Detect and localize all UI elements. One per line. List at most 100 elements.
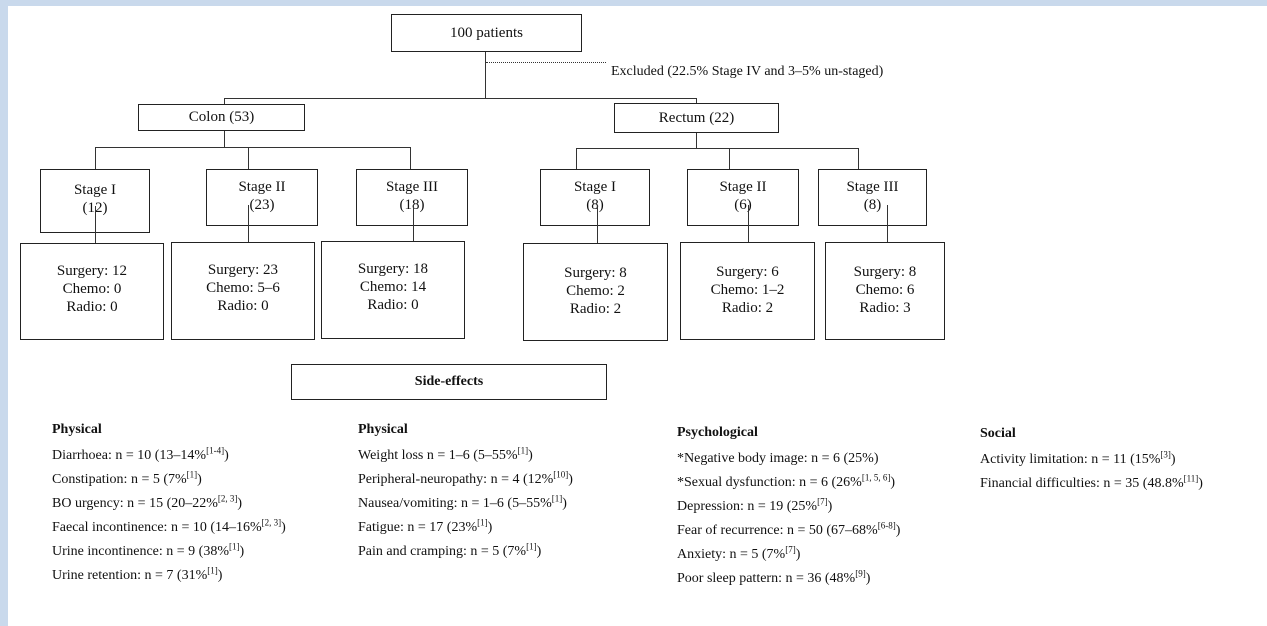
side-effect-item: *Negative body image: n = 6 (25%) bbox=[677, 447, 900, 471]
connector-rectum-stage1 bbox=[576, 148, 577, 169]
side-effect-item: Depression: n = 19 (25%[7]) bbox=[677, 495, 900, 519]
stage-count: (8) bbox=[586, 197, 604, 213]
connector-colon-treat-3 bbox=[413, 205, 414, 241]
side-effect-tail: ) bbox=[487, 520, 493, 535]
node-colon-stage-2: Stage II (23) bbox=[206, 169, 318, 226]
side-effect-tail: ) bbox=[795, 547, 801, 562]
side-effect-tail: ) bbox=[224, 448, 229, 463]
side-effect-text: Financial difficulties: n = 35 (48.8% bbox=[980, 476, 1184, 491]
side-effect-item: Constipation: n = 5 (7%[1]) bbox=[52, 468, 286, 492]
side-effect-reference: [7] bbox=[785, 544, 796, 555]
side-effect-item: Faecal incontinence: n = 10 (14–16%[2, 3… bbox=[52, 516, 286, 540]
connector-rectum-trunk bbox=[696, 133, 697, 148]
stage-count: (23) bbox=[249, 197, 275, 213]
stage-label: Stage III bbox=[846, 179, 899, 195]
node-rectum: Rectum (22) bbox=[614, 103, 779, 133]
side-effect-reference: [11] bbox=[1183, 473, 1199, 484]
connector-colon-stage1 bbox=[95, 147, 96, 169]
node-total-patients: 100 patients bbox=[391, 14, 582, 52]
excluded-note: Excluded (22.5% Stage IV and 3–5% un-sta… bbox=[611, 64, 884, 79]
treatment-chemo: Chemo: 2 bbox=[566, 283, 625, 299]
side-effect-tail: ) bbox=[239, 544, 245, 559]
side-effect-reference: [1] bbox=[517, 445, 529, 456]
treatment-radio: Radio: 0 bbox=[217, 298, 269, 314]
frame-top-border bbox=[0, 0, 1267, 6]
stage-count: (8) bbox=[863, 197, 882, 213]
side-effect-reference: [6-8] bbox=[877, 520, 896, 531]
side-effect-tail: ) bbox=[281, 520, 286, 535]
side-effect-reference: [1-4] bbox=[206, 445, 225, 456]
stage-count: (6) bbox=[734, 197, 752, 213]
side-effect-reference: [3] bbox=[1160, 449, 1171, 460]
treatment-radio: Radio: 0 bbox=[367, 297, 419, 313]
connector-colon-treat-1 bbox=[95, 206, 96, 243]
node-colon-label: Colon (53) bbox=[188, 109, 255, 125]
side-effect-tail: ) bbox=[217, 568, 223, 583]
side-effect-reference: [1] bbox=[551, 493, 563, 504]
treatment-colon-stage-1: Surgery: 12 Chemo: 0 Radio: 0 bbox=[20, 243, 164, 340]
side-effect-text: Fear of recurrence: n = 50 (67–68% bbox=[677, 523, 878, 538]
connector-rectum-stage3 bbox=[858, 148, 859, 169]
side-effect-text: Urine incontinence: n = 9 (38% bbox=[52, 544, 230, 559]
treatment-rectum-stage-2: Surgery: 6 Chemo: 1–2 Radio: 2 bbox=[680, 242, 815, 340]
side-effect-item: Diarrhoea: n = 10 (13–14%[1-4]) bbox=[52, 444, 286, 468]
treatment-rectum-stage-1: Surgery: 8 Chemo: 2 Radio: 2 bbox=[523, 243, 668, 341]
treatment-colon-stage-2: Surgery: 23 Chemo: 5–6 Radio: 0 bbox=[171, 242, 315, 340]
side-effect-tail: ) bbox=[1198, 476, 1203, 491]
side-effect-tail: ) bbox=[197, 472, 202, 487]
treatment-radio: Radio: 2 bbox=[569, 301, 622, 317]
side-effect-item: Anxiety: n = 5 (7%[7]) bbox=[677, 543, 900, 567]
side-effect-text: Nausea/vomiting: n = 1–6 (5–55% bbox=[358, 496, 552, 511]
treatment-colon-stage-3: Surgery: 18 Chemo: 14 Radio: 0 bbox=[321, 241, 465, 339]
side-effect-text: *Sexual dysfunction: n = 6 (26% bbox=[677, 475, 862, 490]
side-effect-item: Urine retention: n = 7 (31%[1]) bbox=[52, 564, 286, 588]
side-effect-item: Peripheral-neuropathy: n = 4 (12%[10]) bbox=[358, 468, 573, 492]
side-effect-reference: [2, 3] bbox=[261, 517, 282, 528]
node-rectum-label: Rectum (22) bbox=[658, 110, 735, 126]
treatment-surgery: Surgery: 6 bbox=[716, 264, 779, 280]
connector-top-trunk bbox=[485, 52, 486, 98]
connector-colon-treat-2 bbox=[248, 205, 249, 242]
side-effect-text: Peripheral-neuropathy: n = 4 (12% bbox=[358, 472, 554, 487]
side-effect-item: Fear of recurrence: n = 50 (67–68%[6-8]) bbox=[677, 519, 900, 543]
connector-colon-stage2 bbox=[248, 147, 249, 169]
side-effects-heading: Social bbox=[980, 426, 1016, 441]
side-effect-item: Urine incontinence: n = 9 (38%[1]) bbox=[52, 540, 286, 564]
side-effect-text: Faecal incontinence: n = 10 (14–16% bbox=[52, 520, 262, 535]
side-effect-item: Financial difficulties: n = 35 (48.8%[11… bbox=[980, 472, 1203, 496]
side-effect-tail: ) bbox=[865, 571, 871, 586]
side-effect-reference: [7] bbox=[817, 496, 828, 507]
stage-label: Stage II bbox=[719, 179, 767, 195]
side-effect-item: Poor sleep pattern: n = 36 (48%[9]) bbox=[677, 567, 900, 591]
side-effect-text: Urine retention: n = 7 (31% bbox=[52, 568, 208, 583]
side-effect-item: Nausea/vomiting: n = 1–6 (5–55%[1]) bbox=[358, 492, 573, 516]
treatment-chemo: Chemo: 14 bbox=[359, 279, 427, 295]
node-rectum-stage-3: Stage III (8) bbox=[818, 169, 927, 226]
side-effect-tail: ) bbox=[536, 544, 542, 559]
side-effects-col-social: Social Activity limitation: n = 11 (15%[3… bbox=[980, 426, 1203, 496]
side-effects-col-physical-1: Physical Diarrhoea: n = 10 (13–14%[1-4]) C… bbox=[52, 422, 286, 588]
connector-rectum-stage2 bbox=[729, 148, 730, 169]
side-effect-text: Pain and cramping: n = 5 (7% bbox=[358, 544, 527, 559]
connector-colon-stage3 bbox=[410, 147, 411, 169]
side-effect-tail: ) bbox=[528, 448, 533, 463]
side-effect-item: *Sexual dysfunction: n = 6 (26%[1, 5, 6]… bbox=[677, 471, 900, 495]
side-effect-item: Pain and cramping: n = 5 (7%[1]) bbox=[358, 540, 573, 564]
side-effect-reference: [1] bbox=[229, 541, 240, 552]
treatment-chemo: Chemo: 6 bbox=[855, 282, 915, 298]
side-effect-reference: [1, 5, 6] bbox=[861, 472, 891, 483]
side-effects-title: Side-effects bbox=[291, 364, 607, 400]
side-effect-reference: [2, 3] bbox=[217, 493, 238, 504]
side-effect-tail: ) bbox=[568, 472, 573, 487]
frame-left-border bbox=[0, 0, 8, 626]
side-effects-heading: Psychological bbox=[677, 425, 758, 440]
stage-label: Stage I bbox=[573, 179, 617, 195]
side-effect-text: Constipation: n = 5 (7% bbox=[52, 472, 187, 487]
treatment-surgery: Surgery: 18 bbox=[357, 261, 429, 277]
connector-to-rectum bbox=[696, 98, 697, 104]
side-effect-tail: ) bbox=[890, 475, 895, 490]
side-effect-text: Poor sleep pattern: n = 36 (48% bbox=[677, 571, 856, 586]
treatment-chemo: Chemo: 1–2 bbox=[710, 282, 785, 298]
side-effect-text: *Negative body image: n = 6 (25%) bbox=[677, 451, 879, 466]
side-effect-text: Depression: n = 19 (25% bbox=[677, 499, 818, 514]
